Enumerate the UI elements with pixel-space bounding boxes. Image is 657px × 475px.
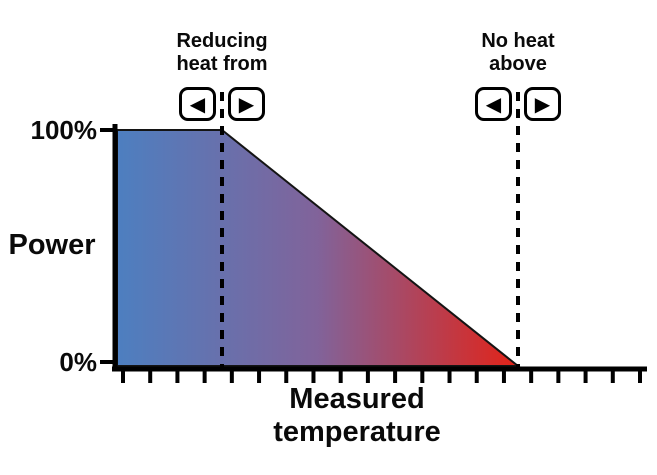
reducing-heat-from-label: Reducing heat from [142,30,302,76]
reducing-heat-from-decrease-button[interactable]: ◀ [179,87,216,121]
x-axis-ticks [121,371,642,383]
left-arrow-icon: ◀ [189,92,206,116]
right-arrow-icon: ▶ [534,92,551,116]
no-heat-above-label-line2: above [489,53,547,75]
y-axis-title: Power [8,229,96,261]
reducing-heat-from-increase-button[interactable]: ▶ [228,87,265,121]
x-axis-title-line1: Measured [289,383,425,415]
x-axis-title-line2: temperature [273,416,441,448]
no-heat-above-label: No heat above [438,30,598,76]
reducing-heat-from-label-line1: Reducing [176,30,268,52]
x-axis-title: Measured temperature [237,383,477,449]
no-heat-above-label-line1: No heat [481,30,555,52]
reducing-heat-from-label-line2: heat from [176,53,268,75]
right-arrow-icon: ▶ [238,92,255,116]
left-arrow-icon: ◀ [485,92,502,116]
y-axis-max-label: 100% [30,115,98,145]
power-curve-area [116,129,521,367]
no-heat-above-increase-button[interactable]: ▶ [524,87,561,121]
y-axis-min-label: 0% [59,347,97,377]
no-heat-above-decrease-button[interactable]: ◀ [475,87,512,121]
